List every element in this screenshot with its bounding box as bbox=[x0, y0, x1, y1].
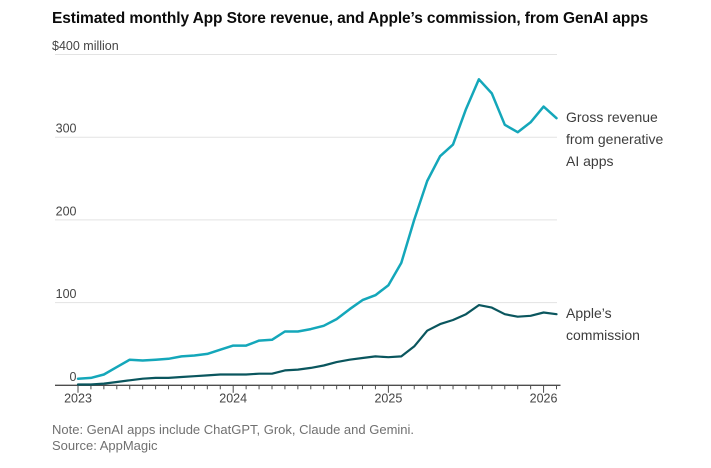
apple-commission-line bbox=[76, 304, 558, 386]
x-axis-ticks: 2023 2024 2025 2026 bbox=[64, 386, 558, 406]
chart-source: Source: AppMagic bbox=[52, 438, 158, 453]
y-tick-label: 300 bbox=[56, 122, 77, 136]
x-tick-label: 2023 bbox=[64, 392, 92, 406]
y-gridlines bbox=[55, 54, 557, 304]
x-tick-label: 2026 bbox=[530, 392, 558, 406]
series-label-line: AI apps bbox=[566, 153, 614, 169]
y-tick-label: $400 million bbox=[52, 39, 119, 53]
y-tick-label: 0 bbox=[70, 370, 77, 384]
y-tick-label: 100 bbox=[56, 287, 77, 301]
y-tick-label: 200 bbox=[56, 204, 77, 218]
chart-note: Note: GenAI apps include ChatGPT, Grok, … bbox=[52, 422, 415, 437]
x-tick-label: 2024 bbox=[219, 392, 247, 406]
chart-title: Estimated monthly App Store revenue, and… bbox=[52, 10, 649, 27]
y-axis-labels: 0 100 200 300 $400 million bbox=[52, 39, 119, 384]
gross-revenue-line bbox=[76, 78, 558, 380]
series-label-line: Gross revenue bbox=[566, 109, 658, 125]
series-label-line: Apple’s bbox=[566, 305, 612, 321]
series-label-apple-commission: Apple’s commission bbox=[566, 302, 640, 346]
series-label-line: commission bbox=[566, 327, 640, 343]
x-tick-label: 2025 bbox=[374, 392, 402, 406]
series-label-line: from generative bbox=[566, 131, 664, 147]
series-label-gross-revenue: Gross revenue from generative AI apps bbox=[566, 106, 663, 172]
